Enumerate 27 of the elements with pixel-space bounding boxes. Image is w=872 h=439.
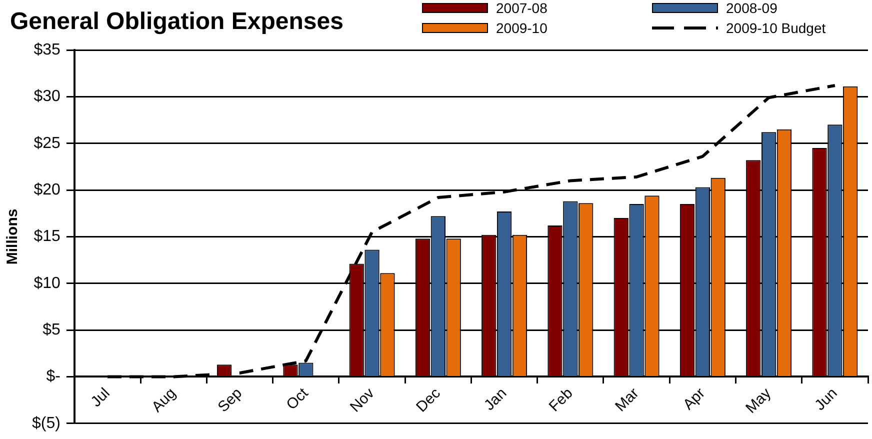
x-tick-label: Aug <box>148 384 180 416</box>
x-tick-label: Mar <box>612 384 642 416</box>
x-tick-label: Dec <box>413 384 444 416</box>
x-tick-label: Jun <box>812 384 841 414</box>
legend-label: 2008-09 <box>726 0 778 16</box>
legend-label: 2009-10 Budget <box>726 20 826 36</box>
y-tick-label: $5 <box>42 321 61 338</box>
y-tick-label: $10 <box>34 274 61 292</box>
x-tick-label: Nov <box>346 384 378 416</box>
chart-title: General Obligation Expenses <box>10 8 344 36</box>
x-tick-label: Jul <box>88 384 114 410</box>
y-tick-label: $25 <box>34 134 61 152</box>
y-tick-label: $- <box>46 368 60 386</box>
x-tick-label: Oct <box>283 384 312 414</box>
y-tick-label: $(5) <box>32 414 60 432</box>
legend-label: 2009-10 <box>496 20 548 36</box>
y-tick-label: $15 <box>34 228 61 246</box>
y-tick-label: $20 <box>34 181 61 198</box>
x-tick-label: Sep <box>214 384 246 416</box>
y-tick-label: $30 <box>34 88 61 106</box>
x-tick-label: Apr <box>680 384 708 414</box>
x-tick-label: Jan <box>480 384 510 414</box>
legend-label: 2007-08 <box>496 0 548 16</box>
y-tick-label: $35 <box>34 41 61 58</box>
x-tick-label: Feb <box>546 384 576 416</box>
y-axis-title: Millions <box>4 208 22 265</box>
x-tick-label: May <box>742 384 775 417</box>
